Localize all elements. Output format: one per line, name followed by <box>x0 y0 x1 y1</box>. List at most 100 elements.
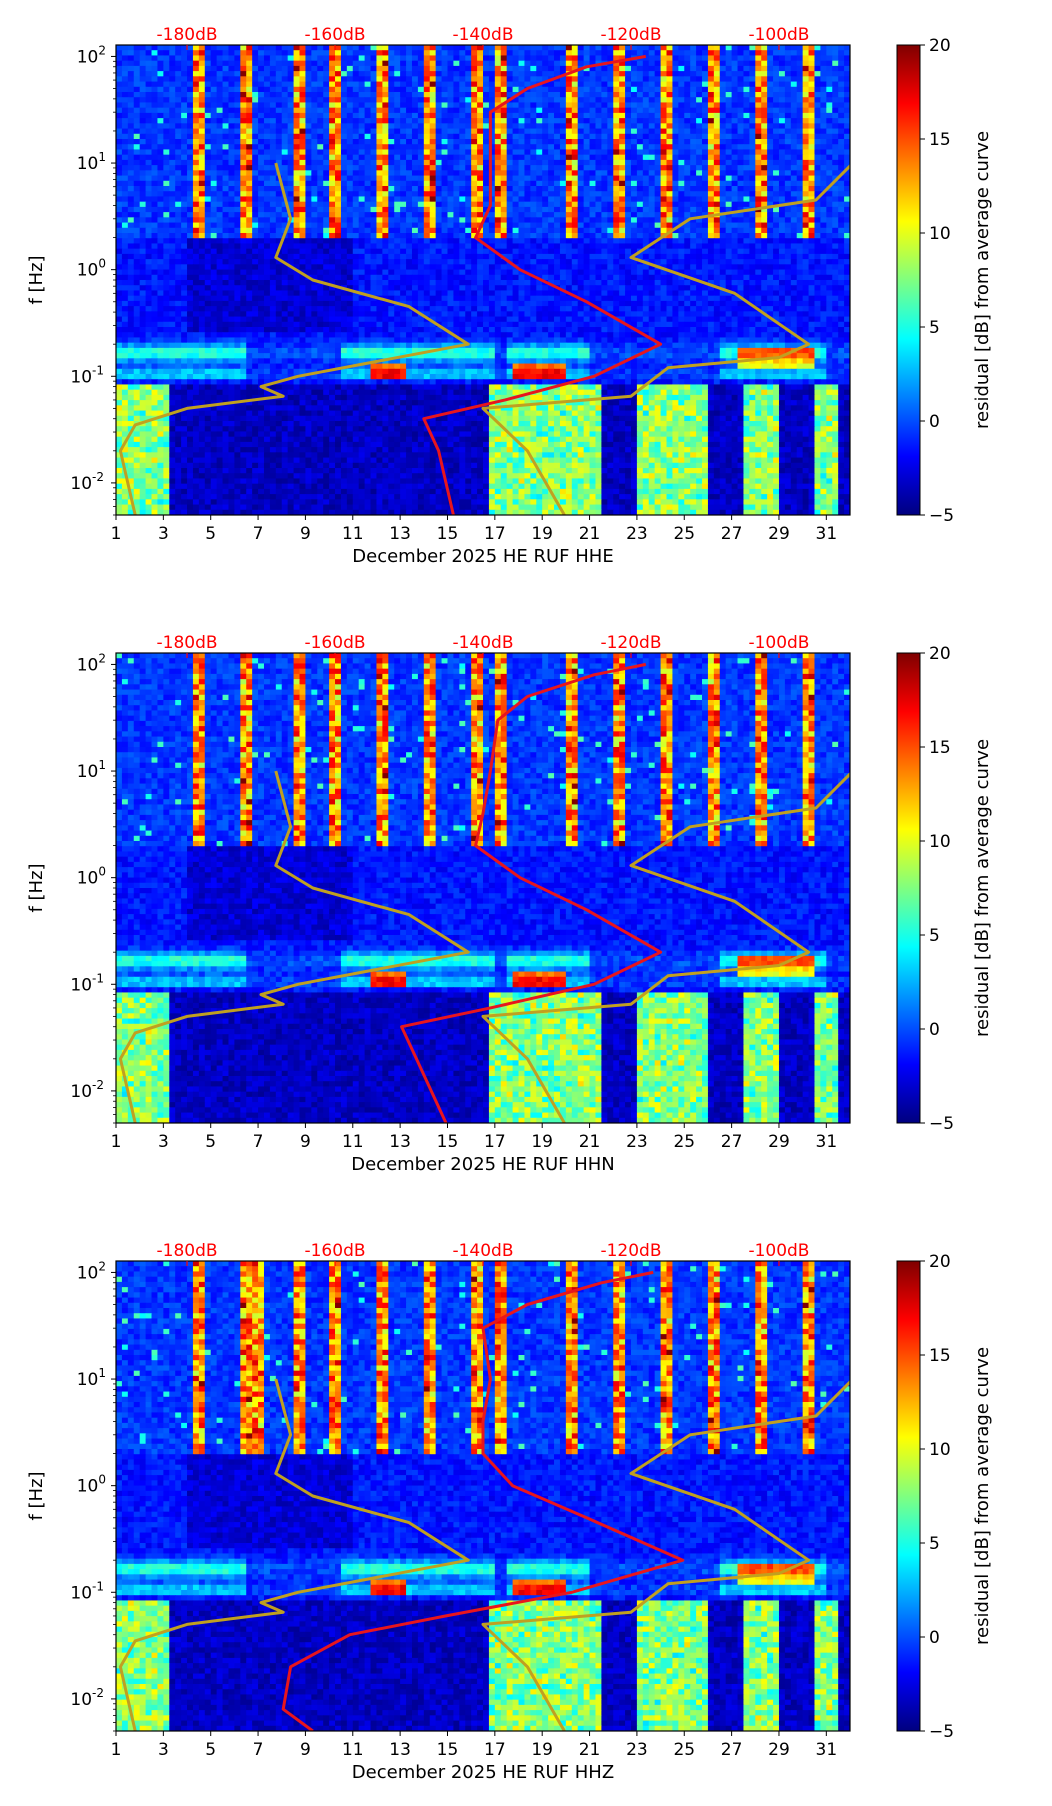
x-tick-label: 5 <box>205 1132 216 1152</box>
x-tick-label: 17 <box>484 524 506 544</box>
y-tick-label: 10-2 <box>70 1078 104 1102</box>
y-tick-exponent: -1 <box>92 971 104 985</box>
y-tick-base: 10 <box>77 869 99 889</box>
y-tick-exponent: -1 <box>92 363 104 377</box>
db-tick-label: -140dB <box>452 25 513 45</box>
x-tick-label: 27 <box>721 1132 743 1152</box>
db-tick-label: -140dB <box>452 633 513 653</box>
y-tick-label: 102 <box>77 651 106 675</box>
y-tick-label: 101 <box>77 758 106 782</box>
x-tick-label: 7 <box>253 1132 264 1152</box>
y-tick-exponent: 1 <box>98 1366 106 1380</box>
x-tick-label: 13 <box>389 1740 411 1760</box>
colorbar-tick-label: 15 <box>929 738 951 758</box>
colorbar-tick-label: 15 <box>929 130 951 150</box>
db-tick-label: -180dB <box>157 25 218 45</box>
x-tick-label: 31 <box>816 1740 838 1760</box>
x-tick-label: 11 <box>342 524 364 544</box>
heatmap-image <box>116 45 850 515</box>
colorbar-gradient <box>896 652 921 1124</box>
colorbar-tick-label: 20 <box>929 644 951 664</box>
y-tick-label: 101 <box>77 1366 106 1390</box>
x-tick-label: 3 <box>158 524 169 544</box>
x-tick-label: 1 <box>111 1740 122 1760</box>
x-tick-label: 31 <box>816 1132 838 1152</box>
x-tick-label: 11 <box>342 1132 364 1152</box>
x-tick-label: 7 <box>253 524 264 544</box>
y-tick-exponent: -2 <box>92 1078 104 1092</box>
db-tick-label: -140dB <box>452 1241 513 1261</box>
x-axis-label: December 2025 HE RUF HHE <box>352 546 613 567</box>
x-tick-label: 21 <box>579 1132 601 1152</box>
y-tick-exponent: 1 <box>98 758 106 772</box>
y-tick-exponent: -2 <box>92 1686 104 1700</box>
x-tick-label: 9 <box>300 1740 311 1760</box>
x-tick-label: 29 <box>768 524 790 544</box>
db-tick-label: -120dB <box>600 1241 661 1261</box>
colorbar-tick-label: 10 <box>929 832 951 852</box>
x-tick-label: 5 <box>205 524 216 544</box>
y-tick-base: 10 <box>77 47 99 67</box>
y-tick-exponent: -2 <box>92 470 104 484</box>
x-tick-label: 9 <box>300 524 311 544</box>
colorbar-tick-label: 0 <box>929 412 940 432</box>
colorbar-tick-label: 5 <box>929 1534 940 1554</box>
spectrogram-panel-3: 1 3 5 7 9 11 13 15 17 19 21 23 25 27 29 3110210110010-1… <box>26 1241 993 1783</box>
x-tick-label: 17 <box>484 1740 506 1760</box>
colorbar-label: residual [dB] from average curve <box>972 131 993 429</box>
x-tick-label: 3 <box>158 1740 169 1760</box>
y-tick-base: 10 <box>77 762 99 782</box>
x-tick-label: 25 <box>673 1740 695 1760</box>
x-tick-label: 17 <box>484 1132 506 1152</box>
series-line-1 <box>281 1270 685 1731</box>
y-tick-base: 10 <box>77 1263 99 1283</box>
x-tick-label: 29 <box>768 1740 790 1760</box>
x-tick-label: 19 <box>531 1132 553 1152</box>
colorbar: 20 15 10 5 0 −5 residual [dB] from average cur… <box>896 36 993 526</box>
colorbar: 20 15 10 5 0 −5 residual [dB] from average cur… <box>896 644 993 1134</box>
x-tick-label: 1 <box>111 524 122 544</box>
series-line-3 <box>481 1379 850 1731</box>
colorbar-tick-label: 5 <box>929 926 940 946</box>
x-tick-label: 15 <box>437 1740 459 1760</box>
y-tick-exponent: 2 <box>98 1259 106 1273</box>
heatmap-image <box>116 653 850 1123</box>
y-tick-label: 102 <box>77 1259 106 1283</box>
colorbar-tick-label: 10 <box>929 1440 951 1460</box>
series-line-2 <box>118 770 470 1123</box>
x-tick-label: 9 <box>300 1132 311 1152</box>
y-tick-base: 10 <box>77 1370 99 1390</box>
heatmap-image <box>116 1261 850 1731</box>
y-tick-base: 10 <box>77 655 99 675</box>
x-tick-label: 31 <box>816 524 838 544</box>
colorbar-tick-label: 0 <box>929 1628 940 1648</box>
y-tick-label: 10-2 <box>70 470 104 494</box>
y-tick-exponent: 0 <box>98 257 106 271</box>
y-tick-label: 10-1 <box>70 971 104 995</box>
colorbar-label: residual [dB] from average curve <box>972 1347 993 1645</box>
x-tick-label: 3 <box>158 1132 169 1152</box>
series-line-2 <box>118 1378 470 1731</box>
db-tick-label: -100dB <box>748 1241 809 1261</box>
y-tick-base: 10 <box>70 474 92 494</box>
colorbar-tick-label: −5 <box>929 1722 954 1742</box>
y-tick-base: 10 <box>70 1583 92 1603</box>
db-tick-label: -180dB <box>157 633 218 653</box>
db-tick-label: -100dB <box>748 633 809 653</box>
x-tick-label: 15 <box>437 524 459 544</box>
y-tick-label: 100 <box>77 1473 106 1497</box>
x-tick-label: 25 <box>673 524 695 544</box>
colorbar-tick-label: −5 <box>929 506 954 526</box>
db-tick-label: -160dB <box>304 633 365 653</box>
y-tick-base: 10 <box>70 1082 92 1102</box>
y-tick-base: 10 <box>70 1690 92 1710</box>
x-tick-label: 19 <box>531 524 553 544</box>
y-tick-base: 10 <box>77 1477 99 1497</box>
series-line-2 <box>118 162 470 515</box>
x-tick-label: 5 <box>205 1740 216 1760</box>
colorbar-tick-label: 10 <box>929 224 951 244</box>
series-line-1 <box>422 54 663 515</box>
x-tick-label: 13 <box>389 1132 411 1152</box>
series-line-3 <box>481 163 850 515</box>
